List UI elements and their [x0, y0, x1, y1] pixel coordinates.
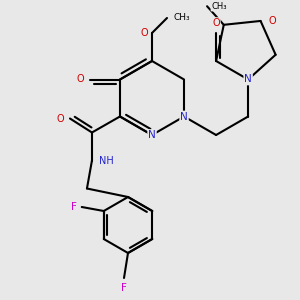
- Text: O: O: [269, 16, 276, 26]
- Text: F: F: [71, 202, 77, 212]
- Text: O: O: [76, 74, 84, 85]
- Text: O: O: [212, 18, 220, 28]
- Text: N: N: [148, 130, 156, 140]
- Text: O: O: [56, 113, 64, 124]
- Text: CH₃: CH₃: [211, 2, 227, 11]
- Text: N: N: [244, 74, 252, 85]
- Text: O: O: [140, 28, 148, 38]
- Text: CH₃: CH₃: [174, 14, 190, 22]
- Text: N: N: [180, 112, 188, 122]
- Text: F: F: [121, 283, 127, 293]
- Text: NH: NH: [99, 155, 113, 166]
